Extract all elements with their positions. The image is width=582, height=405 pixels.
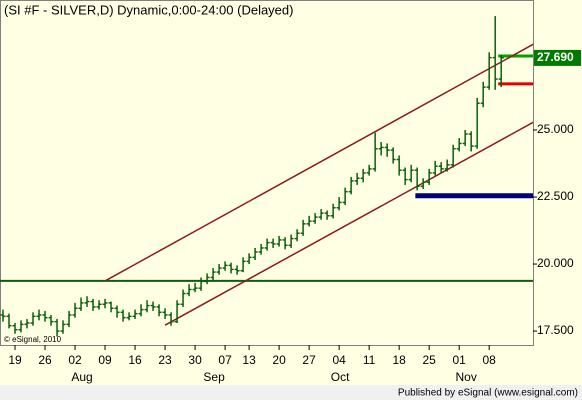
x-tick-label: 01 [452, 353, 466, 367]
x-tick-label: 07 [218, 353, 232, 367]
x-tick-label: 08 [483, 353, 497, 367]
x-tick-label: 09 [98, 353, 112, 367]
x-tick-label: 11 [363, 353, 376, 367]
last-price-label: 27.690 [537, 50, 574, 64]
x-tick-label: 27 [302, 353, 316, 367]
y-tick-label: 17.500 [537, 323, 574, 337]
plot-area [0, 0, 534, 346]
trend-line [104, 43, 533, 282]
footer-bar [0, 385, 582, 400]
x-tick-label: 04 [332, 353, 346, 367]
x-tick-label: 18 [392, 353, 406, 367]
month-label: Aug [71, 370, 92, 384]
x-tick-label: 19 [8, 353, 22, 367]
x-tick-label: 25 [422, 353, 436, 367]
month-label: Oct [331, 370, 350, 384]
x-tick-label: 13 [242, 353, 256, 367]
trend-line [164, 121, 533, 326]
y-tick-label: 25.000 [537, 122, 574, 136]
x-tick-label: 02 [68, 353, 82, 367]
watermark: © eSignal, 2010 [4, 335, 62, 344]
footer: Published by eSignal (www.esignal.com) [398, 388, 578, 399]
chart-title: (SI #F - SILVER,D) Dynamic,0:00-24:00 (D… [4, 2, 293, 17]
y-tick-label: 20.000 [537, 256, 574, 270]
x-tick-label: 26 [38, 353, 52, 367]
x-tick-label: 23 [158, 353, 172, 367]
x-tick-label: 16 [128, 353, 142, 367]
y-tick-label: 22.500 [537, 189, 574, 203]
month-label: Sep [203, 370, 225, 384]
last-price-box [534, 49, 581, 66]
month-label: Nov [456, 370, 477, 384]
x-tick-label: 20 [272, 353, 286, 367]
x-tick-label: 30 [188, 353, 202, 367]
